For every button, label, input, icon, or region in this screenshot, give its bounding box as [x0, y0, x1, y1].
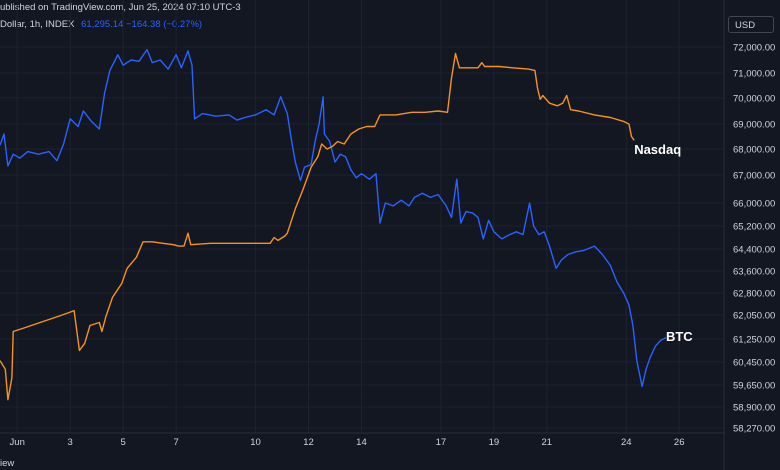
y-tick-label: 58,900.00 [733, 403, 775, 414]
x-tick-label: 3 [68, 437, 73, 448]
x-tick-label: 17 [436, 437, 447, 448]
y-tick-label: 66,000.00 [733, 199, 775, 210]
y-tick-label: 67,000.00 [733, 171, 775, 182]
series-layer [0, 48, 667, 401]
symbol-legend: Dollar, 1h, INDEX 61,295.14 −164.38 (−0.… [0, 19, 202, 30]
y-tick-label: 65,200.00 [733, 222, 775, 233]
price-axis[interactable]: 72,000.00 71,000.00 70,000.00 69,000.00 68,0… [733, 43, 775, 435]
y-tick-label: 59,650.00 [733, 381, 775, 392]
y-tick-label: 71,000.00 [733, 69, 775, 80]
x-tick-label: 26 [674, 437, 685, 448]
x-tick-label: 21 [542, 437, 553, 448]
y-tick-label: 64,400.00 [733, 245, 775, 256]
currency-badge[interactable]: USD [728, 16, 774, 33]
y-tick-label: 58,270.00 [733, 424, 775, 435]
btc-series-line [0, 48, 667, 388]
x-tick-label: 12 [303, 437, 314, 448]
published-caption: ublished on TradingView.com, Jun 25, 202… [0, 2, 241, 13]
symbol-values: 61,295.14 −164.38 (−0.27%) [81, 19, 203, 30]
y-tick-label: 60,450.00 [733, 358, 775, 369]
y-tick-label: 63,600.00 [733, 267, 775, 278]
x-tick-label: 10 [250, 437, 261, 448]
x-tick-label: 14 [356, 437, 367, 448]
y-tick-label: 68,000.00 [733, 145, 775, 156]
btc-annotation: BTC [666, 329, 693, 344]
y-tick-label: 72,000.00 [733, 43, 775, 54]
grid-lines [0, 0, 724, 433]
annotations: Nasdaq BTC [634, 142, 693, 344]
nasdaq-annotation: Nasdaq [634, 142, 681, 157]
y-tick-label: 70,000.00 [733, 94, 775, 105]
y-tick-label: 62,800.00 [733, 289, 775, 300]
x-tick-label: 24 [621, 437, 632, 448]
y-tick-label: 62,050.00 [733, 311, 775, 322]
y-tick-label: 69,000.00 [733, 120, 775, 131]
nasdaq-series-line [0, 52, 635, 401]
x-tick-label: 5 [120, 437, 125, 448]
footer-label: iew [0, 458, 15, 469]
time-axis[interactable]: Jun 3 5 7 10 12 14 17 19 21 24 26 [10, 437, 685, 448]
x-tick-label: 19 [489, 437, 500, 448]
x-tick-label: Jun [10, 437, 25, 448]
y-tick-label: 61,250.00 [733, 335, 775, 346]
x-tick-label: 7 [173, 437, 178, 448]
symbol-title: Dollar, 1h, INDEX [0, 19, 75, 30]
